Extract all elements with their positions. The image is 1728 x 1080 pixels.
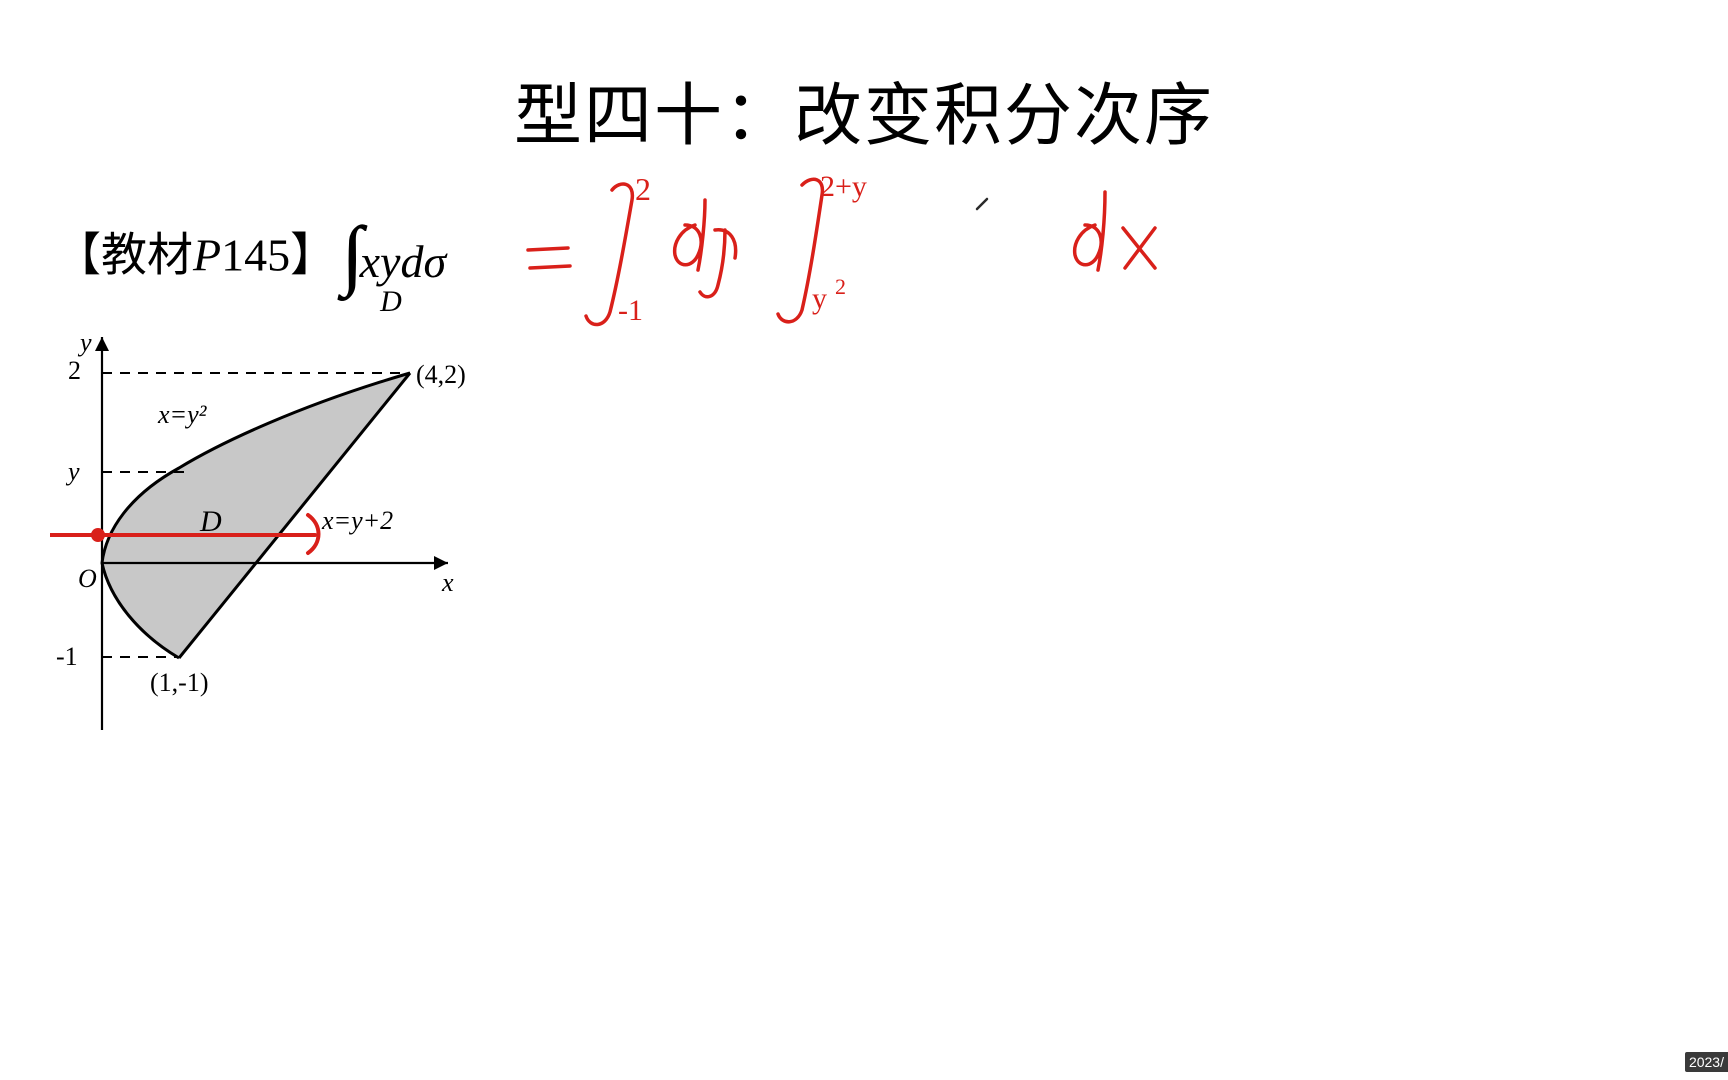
dy-y — [700, 230, 736, 297]
y-axis-arrow-icon — [95, 337, 109, 351]
problem-statement: 【教材P145】∫∫D xydσ — [55, 215, 446, 305]
dx-d — [1075, 192, 1105, 270]
page-number: 145 — [221, 230, 290, 281]
outer-lower-limit: -1 — [618, 294, 643, 327]
equals-top — [528, 248, 568, 250]
curve2-label: x=y+2 — [321, 506, 393, 535]
equals-bottom — [530, 266, 570, 268]
inner-lower-limit: y — [812, 282, 827, 315]
x-axis-label: x — [441, 568, 454, 597]
ytick-neg1: -1 — [56, 642, 78, 671]
ytick-2: 2 — [68, 356, 81, 385]
slide-title: 型四十：改变积分次序 — [0, 60, 1728, 159]
integrand: xydσ — [360, 236, 447, 287]
point-1-neg1: (1,-1) — [150, 668, 208, 697]
dy-d — [675, 200, 705, 270]
bracket-open: 【 — [55, 230, 101, 281]
region-label: D — [199, 505, 222, 538]
y-axis-label: y — [77, 335, 92, 357]
region-figure: 2 y -1 y x O x=y² x=y+2 D (4,2) (1,-1) — [50, 335, 470, 755]
outer-upper-limit: 2 — [635, 171, 651, 207]
page-letter: P — [193, 230, 221, 281]
bracket-close: 】 — [290, 230, 336, 281]
handwriting-overlay: 2 -1 2+y y 2 — [520, 170, 1220, 350]
inner-lower-limit-exp: 2 — [835, 274, 846, 299]
date-badge: 2023/ — [1685, 1052, 1728, 1072]
curve1-label: x=y² — [157, 400, 208, 429]
inner-upper-limit: 2+y — [820, 170, 867, 203]
ytick-y: y — [65, 457, 80, 486]
integral-subscript: D — [380, 285, 402, 319]
pen-mark-icon — [975, 197, 989, 211]
origin-label: O — [78, 564, 97, 593]
source-label: 教材 — [101, 230, 193, 281]
point-4-2: (4,2) — [416, 360, 466, 389]
dx-x — [1123, 228, 1155, 268]
